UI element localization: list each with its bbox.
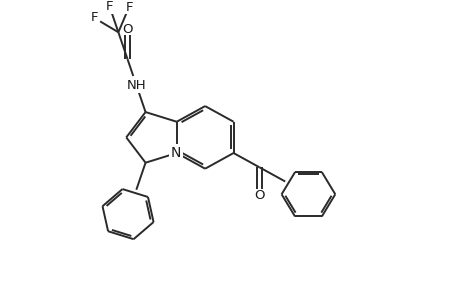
Text: O: O [253,189,264,202]
Text: NH: NH [126,79,146,92]
Text: F: F [90,11,98,24]
Text: O: O [122,23,133,36]
Text: F: F [125,1,133,13]
Text: N: N [170,146,180,160]
Text: F: F [106,0,113,13]
